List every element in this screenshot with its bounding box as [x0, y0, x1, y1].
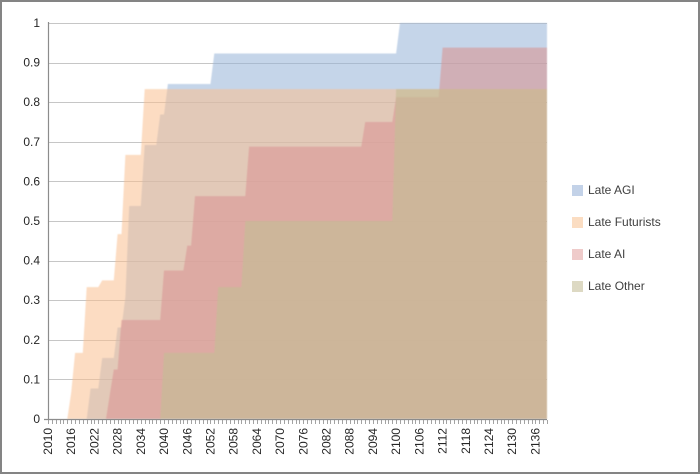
svg-text:1: 1: [33, 16, 40, 30]
y-axis-labels: 1 0.9 0.8 0.7 0.6 0.5 0.4 0.3 0.2 0.1 0: [23, 16, 40, 426]
svg-text:2052: 2052: [203, 428, 217, 455]
axes: [44, 22, 547, 421]
late-ai-swatch-icon: [572, 249, 583, 260]
svg-text:2082: 2082: [320, 428, 334, 455]
svg-text:0.3: 0.3: [23, 293, 40, 307]
svg-text:2094: 2094: [366, 428, 380, 455]
legend-item-late-agi: Late AGI: [572, 183, 661, 198]
svg-text:2034: 2034: [134, 428, 148, 455]
legend-item-late-futurists: Late Futurists: [572, 215, 661, 230]
x-ticks: [48, 420, 548, 424]
legend-label: Late Other: [588, 279, 645, 293]
svg-text:2010: 2010: [41, 428, 55, 455]
svg-text:0.5: 0.5: [23, 214, 40, 228]
svg-text:2118: 2118: [459, 428, 473, 454]
svg-text:2040: 2040: [157, 428, 171, 455]
svg-text:2016: 2016: [64, 428, 78, 455]
legend-label: Late AI: [588, 247, 626, 261]
legend-label: Late AGI: [588, 183, 635, 197]
late-futurists-swatch-icon: [572, 217, 583, 228]
svg-text:2070: 2070: [273, 428, 287, 455]
svg-text:0.9: 0.9: [23, 56, 40, 70]
svg-text:2064: 2064: [250, 428, 264, 455]
series-areas: [67, 23, 548, 419]
svg-text:2028: 2028: [111, 428, 125, 455]
svg-text:2136: 2136: [528, 428, 542, 455]
svg-text:2022: 2022: [87, 428, 101, 455]
legend-item-late-other: Late Other: [572, 279, 661, 294]
svg-text:2130: 2130: [505, 428, 519, 455]
svg-text:2100: 2100: [389, 428, 403, 455]
svg-text:0.2: 0.2: [23, 333, 40, 347]
svg-text:2112: 2112: [436, 428, 450, 454]
svg-text:2106: 2106: [412, 428, 426, 455]
x-axis-labels: 2010 2016 2022 2028 2034 2040 2046 2052 2058 2064…: [41, 428, 542, 455]
legend-label: Late Futurists: [588, 215, 661, 229]
svg-text:2124: 2124: [482, 428, 496, 455]
legend-item-late-ai: Late AI: [572, 247, 661, 262]
svg-text:2076: 2076: [296, 428, 310, 455]
svg-text:0.4: 0.4: [23, 254, 40, 268]
svg-text:2088: 2088: [343, 428, 357, 455]
svg-text:0.6: 0.6: [23, 174, 40, 188]
svg-text:0: 0: [33, 412, 40, 426]
svg-text:0.1: 0.1: [23, 372, 40, 386]
svg-text:2058: 2058: [227, 428, 241, 455]
late-other-swatch-icon: [572, 281, 583, 292]
legend: Late AGI Late Futurists Late AI Late Oth…: [572, 183, 661, 311]
late-agi-swatch-icon: [572, 185, 583, 196]
svg-text:2046: 2046: [180, 428, 194, 455]
svg-text:0.7: 0.7: [23, 135, 40, 149]
svg-text:0.8: 0.8: [23, 95, 40, 109]
area-late-other: [160, 89, 547, 419]
